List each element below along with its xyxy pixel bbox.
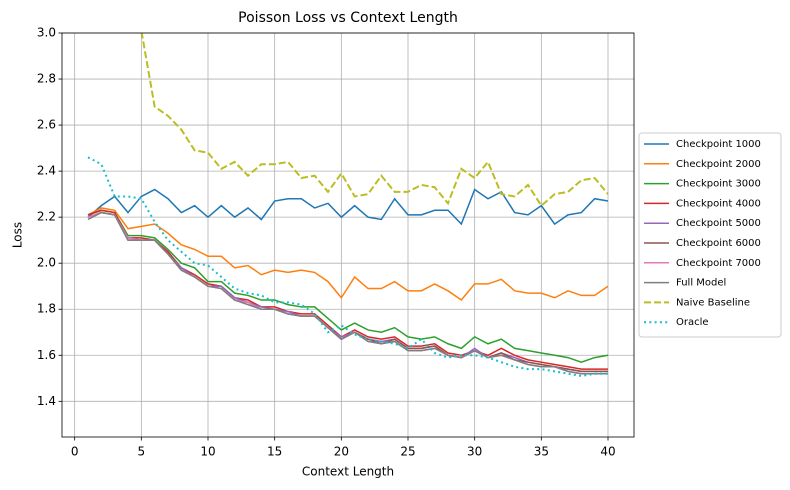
x-tick-label: 10 [200, 445, 215, 459]
series-line [87, 207, 609, 302]
legend-label: Checkpoint 3000 [676, 179, 761, 190]
y-tick-label: 1.8 [37, 302, 56, 316]
x-tick-label: 5 [138, 445, 146, 459]
plot-frame [61, 32, 635, 438]
y-tick-label: 3.0 [37, 26, 56, 40]
x-tick-label: 30 [467, 445, 482, 459]
legend-label: Checkpoint 1000 [676, 139, 761, 150]
x-tick-label: 0 [71, 445, 79, 459]
x-tick-label: 25 [400, 445, 415, 459]
y-tick-label: 1.4 [37, 394, 56, 408]
y-tick-label: 2.4 [37, 164, 56, 178]
series-line [87, 209, 609, 363]
series-line [87, 188, 609, 226]
y-tick-label: 2.8 [37, 72, 56, 86]
legend-label: Checkpoint 7000 [676, 258, 761, 269]
grid: 0 5 10 15 20 25 30 35 40 1.4 1.6 1.8 2.0 2.2 2.4 2.6 2.8… [37, 26, 634, 459]
series-line [87, 211, 608, 373]
y-tick-label: 2.0 [37, 256, 56, 270]
x-tick-label: 35 [534, 445, 549, 459]
series-line [87, 211, 608, 373]
legend-label: Naive Baseline [676, 297, 750, 308]
series-line [87, 209, 608, 370]
x-tick-label: 20 [334, 445, 349, 459]
y-axis-label: Loss [11, 222, 25, 248]
x-tick-label: 40 [600, 445, 615, 459]
series-line [140, 33, 609, 208]
legend-label: Checkpoint 5000 [676, 218, 761, 229]
x-tick-label: 15 [267, 445, 282, 459]
legend-label: Full Model [676, 278, 726, 289]
plot-lines [87, 33, 609, 378]
legend-label: Oracle [676, 317, 709, 328]
series-line [87, 156, 608, 378]
legend-box [638, 132, 782, 338]
series-line [87, 211, 608, 375]
legend: Checkpoint 1000 Checkpoint 2000 Checkpoint… [638, 132, 782, 338]
y-tick-label: 2.6 [37, 118, 56, 132]
y-tick-label: 1.6 [37, 348, 56, 362]
legend-label: Checkpoint 2000 [676, 159, 761, 170]
legend-label: Checkpoint 6000 [676, 238, 761, 249]
legend-label: Checkpoint 4000 [676, 198, 761, 209]
y-tick-label: 2.2 [37, 210, 56, 224]
x-axis-label: Context Length [302, 465, 394, 479]
chart-title: Poisson Loss vs Context Length [238, 10, 458, 26]
